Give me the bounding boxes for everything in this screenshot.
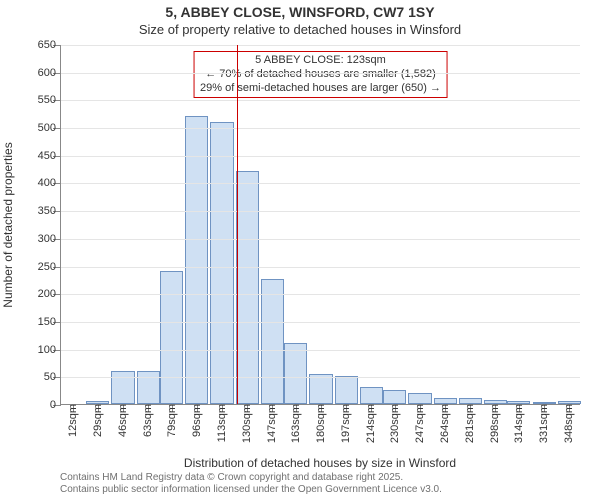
histogram-bar — [284, 343, 307, 404]
grid-line — [61, 128, 580, 129]
plot-area: 5 ABBEY CLOSE: 123sqm ← 70% of detached … — [60, 45, 580, 405]
x-tick-label: 230sqm — [389, 404, 401, 443]
grid-line — [61, 322, 580, 323]
histogram-bar — [383, 390, 406, 404]
x-tick-label: 348sqm — [563, 404, 575, 443]
y-tick-label: 400 — [16, 177, 56, 189]
x-tick-label: 247sqm — [414, 404, 426, 443]
x-tick-label: 163sqm — [290, 404, 302, 443]
y-tick-label: 350 — [16, 205, 56, 217]
grid-line — [61, 100, 580, 101]
histogram-bar — [335, 376, 358, 404]
y-tick-label: 550 — [16, 94, 56, 106]
y-tick-label: 250 — [16, 261, 56, 273]
x-tick-label: 264sqm — [439, 404, 451, 443]
y-tick-label: 300 — [16, 233, 56, 245]
y-tick-label: 50 — [16, 371, 56, 383]
histogram-bar — [236, 171, 259, 404]
y-tick-label: 500 — [16, 122, 56, 134]
x-tick-label: 96sqm — [191, 404, 203, 437]
marker-line — [237, 45, 238, 404]
x-tick-label: 180sqm — [315, 404, 327, 443]
y-tick-label: 150 — [16, 316, 56, 328]
grid-line — [61, 294, 580, 295]
grid-line — [61, 183, 580, 184]
x-tick-label: 147sqm — [266, 404, 278, 443]
chart-container: 5, ABBEY CLOSE, WINSFORD, CW7 1SY Size o… — [0, 0, 600, 500]
x-tick-label: 63sqm — [142, 404, 154, 437]
x-tick-label: 314sqm — [513, 404, 525, 443]
y-tick-label: 0 — [16, 399, 56, 411]
x-tick-label: 79sqm — [166, 404, 178, 437]
grid-line — [61, 350, 580, 351]
y-tick-label: 200 — [16, 288, 56, 300]
histogram-bar — [137, 371, 160, 404]
y-axis-label: Number of detached properties — [1, 142, 15, 307]
grid-line — [61, 45, 580, 46]
histogram-bar — [408, 393, 431, 404]
histogram-bar — [111, 371, 134, 404]
histogram-bar — [160, 271, 183, 404]
grid-line — [61, 156, 580, 157]
y-tick-label: 100 — [16, 344, 56, 356]
histogram-bar — [360, 387, 383, 404]
grid-line — [61, 239, 580, 240]
x-tick-label: 214sqm — [365, 404, 377, 443]
x-tick-label: 46sqm — [117, 404, 129, 437]
histogram-bar — [210, 122, 233, 404]
grid-line — [61, 377, 580, 378]
x-tick-label: 197sqm — [340, 404, 352, 443]
x-tick-label: 130sqm — [241, 404, 253, 443]
grid-line — [61, 211, 580, 212]
x-tick-label: 331sqm — [538, 404, 550, 443]
x-axis-label: Distribution of detached houses by size … — [60, 456, 580, 470]
footer-attribution: Contains HM Land Registry data © Crown c… — [60, 472, 442, 496]
footer-line1: Contains HM Land Registry data © Crown c… — [60, 472, 442, 484]
y-tick-label: 650 — [16, 39, 56, 51]
x-tick-label: 298sqm — [489, 404, 501, 443]
x-tick-label: 29sqm — [92, 404, 104, 437]
y-tick-label: 600 — [16, 67, 56, 79]
chart-title-sub: Size of property relative to detached ho… — [0, 22, 600, 37]
annotation-box: 5 ABBEY CLOSE: 123sqm ← 70% of detached … — [193, 51, 448, 98]
x-tick-label: 281sqm — [464, 404, 476, 443]
x-tick-label: 12sqm — [67, 404, 79, 437]
footer-line2: Contains public sector information licen… — [60, 484, 442, 496]
histogram-bar — [261, 279, 284, 404]
x-tick-label: 113sqm — [216, 404, 228, 442]
histogram-bar — [185, 116, 208, 404]
grid-line — [61, 73, 580, 74]
y-tick-label: 450 — [16, 150, 56, 162]
chart-title-main: 5, ABBEY CLOSE, WINSFORD, CW7 1SY — [0, 4, 600, 20]
grid-line — [61, 267, 580, 268]
